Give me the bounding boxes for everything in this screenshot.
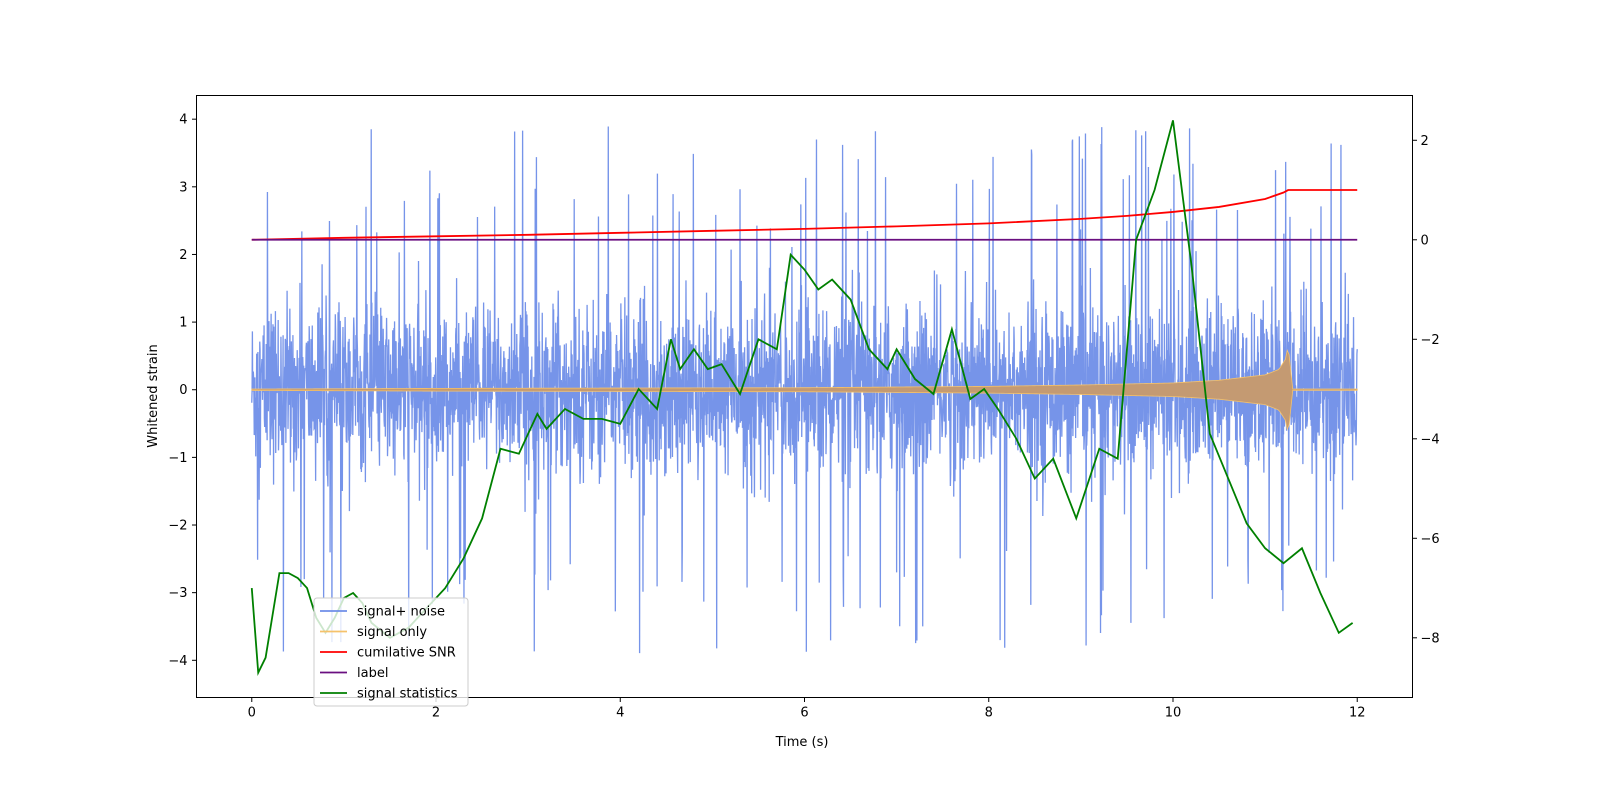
legend-entry-label: signal statistics [357,687,458,702]
y2-tick-label: −4 [1421,432,1440,447]
series-signal-plus-noise [251,126,1358,654]
series-cumulative-snr [251,189,1358,241]
legend-entry-label: label [357,666,388,681]
x-tick-label: 8 [985,706,993,721]
legend-entry-label: cumilative SNR [357,646,456,661]
legend-entry-label: signal only [357,625,427,640]
legend: signal+ noise signal only cumilative SNR la… [313,597,469,707]
series-signal-only [251,348,1358,431]
x-axis: 0 2 4 6 8 10 12 [248,697,1366,721]
y2-tick-label: −6 [1421,532,1440,547]
y2-tick-label: −2 [1421,333,1440,348]
y2-tick-label: −8 [1421,631,1440,646]
x-tick-label: 2 [432,706,440,721]
y-tick-label: 4 [179,113,187,128]
y2-tick-label: 0 [1421,233,1429,248]
y-tick-label: 2 [179,248,187,263]
chart-marks [250,120,1358,676]
x-axis-label: Time (s) [775,735,829,750]
y-tick-label: 0 [179,383,187,398]
y-tick-label: −3 [168,586,187,601]
y-tick-label: −4 [168,654,187,669]
x-tick-label: 10 [1165,706,1182,721]
y-tick-label: 1 [179,316,187,331]
y-axis-left: 4 3 2 1 0 −1 −2 −3 −4 [168,113,197,669]
y-axis-right: 2 0 −2 −4 −6 −8 [1412,134,1440,646]
x-tick-label: 4 [616,706,624,721]
y2-tick-label: 2 [1421,134,1429,149]
y-tick-label: −1 [168,451,187,466]
x-tick-label: 6 [800,706,808,721]
legend-box [313,597,469,707]
y-axis-label: Whitened strain [146,344,161,447]
y-tick-label: 3 [179,180,187,195]
y-tick-label: −2 [168,519,187,534]
legend-entry-label: signal+ noise [357,605,445,620]
x-tick-label: 12 [1349,706,1366,721]
x-tick-label: 0 [248,706,256,721]
